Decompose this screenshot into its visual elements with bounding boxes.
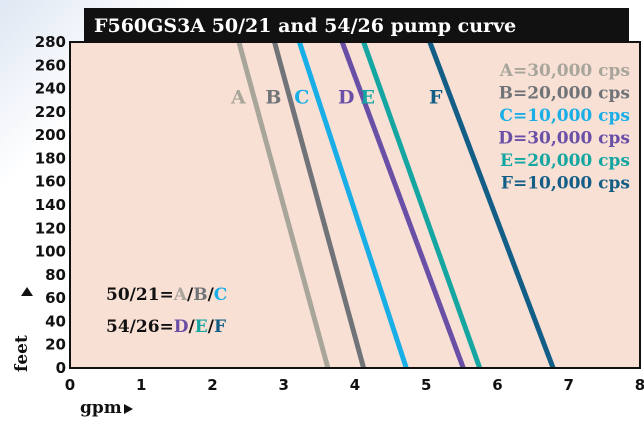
curve-F [427, 41, 556, 369]
curve-label-F: F [429, 87, 443, 109]
y-tick-label: 100 [35, 243, 66, 261]
y-tick-label: 260 [35, 56, 66, 74]
y-tick-label: 60 [45, 289, 66, 307]
curve-D [339, 41, 466, 369]
curve-E [361, 41, 483, 369]
y-tick-label: 120 [35, 219, 66, 237]
x-axis-title: gpm [80, 398, 122, 418]
y-tick-label: 160 [35, 173, 66, 191]
curve-A [236, 41, 331, 369]
chart-title: F560GS3A 50/21 and 54/26 pump curve [94, 15, 516, 37]
y-axis-title: feet [12, 335, 32, 372]
pump-curves [236, 41, 556, 369]
curve-label-B: B [265, 87, 281, 109]
x-tick-label: 2 [207, 376, 217, 394]
x-tick-label: 0 [65, 376, 75, 394]
x-tick-label: 1 [136, 376, 146, 394]
legend-entry-B: B=20,000 cps [499, 84, 630, 104]
y-tick-label: 180 [35, 149, 66, 167]
curve-label-E: E [361, 87, 375, 109]
legend-entry-E: E=20,000 cps [500, 151, 630, 171]
legend-entry-D: D=30,000 cps [498, 129, 630, 149]
group-notes: 50/21=A/B/C 54/26=D/E/F [106, 285, 227, 337]
y-tick-label: 200 [35, 126, 66, 144]
x-tick-label: 4 [350, 376, 360, 394]
y-tick-label: 220 [35, 103, 66, 121]
curve-label-D: D [338, 87, 354, 109]
y-tick-label: 20 [45, 336, 66, 354]
y-tick-label: 240 [35, 80, 66, 98]
x-axis-arrow-icon [124, 404, 133, 414]
x-tick-label: 3 [279, 376, 289, 394]
curve-B [272, 41, 367, 369]
title-bar [84, 8, 629, 42]
group-note-1: 50/21=A/B/C [106, 285, 227, 305]
x-tick-label: 5 [421, 376, 431, 394]
legend-entry-F: F=10,000 cps [501, 174, 630, 194]
y-tick-label: 40 [45, 312, 66, 330]
x-tick-label: 6 [492, 376, 502, 394]
group-note-2: 54/26=D/E/F [106, 317, 226, 337]
legend-entry-A: A=30,000 cps [499, 61, 630, 81]
x-axis-ticks: 0 1 2 3 4 5 6 7 8 [65, 376, 644, 394]
x-axis-title-group: gpm [80, 398, 133, 418]
y-axis-title-group: feet [12, 287, 33, 372]
x-tick-label: 8 [635, 376, 644, 394]
y-tick-label: 80 [45, 266, 66, 284]
legend-entry-C: C=10,000 cps [499, 106, 630, 126]
y-tick-label: 280 [35, 33, 66, 51]
y-tick-label: 140 [35, 196, 66, 214]
curve-C [297, 41, 409, 369]
y-tick-label: 0 [56, 359, 66, 377]
y-axis-ticks: 0 20 40 60 80 100 120 140 160 180 200 220 240 260 280 [35, 33, 66, 377]
x-tick-label: 7 [564, 376, 574, 394]
curve-label-C: C [294, 87, 309, 109]
y-axis-arrow-icon [21, 287, 33, 296]
curve-label-A: A [230, 87, 246, 109]
